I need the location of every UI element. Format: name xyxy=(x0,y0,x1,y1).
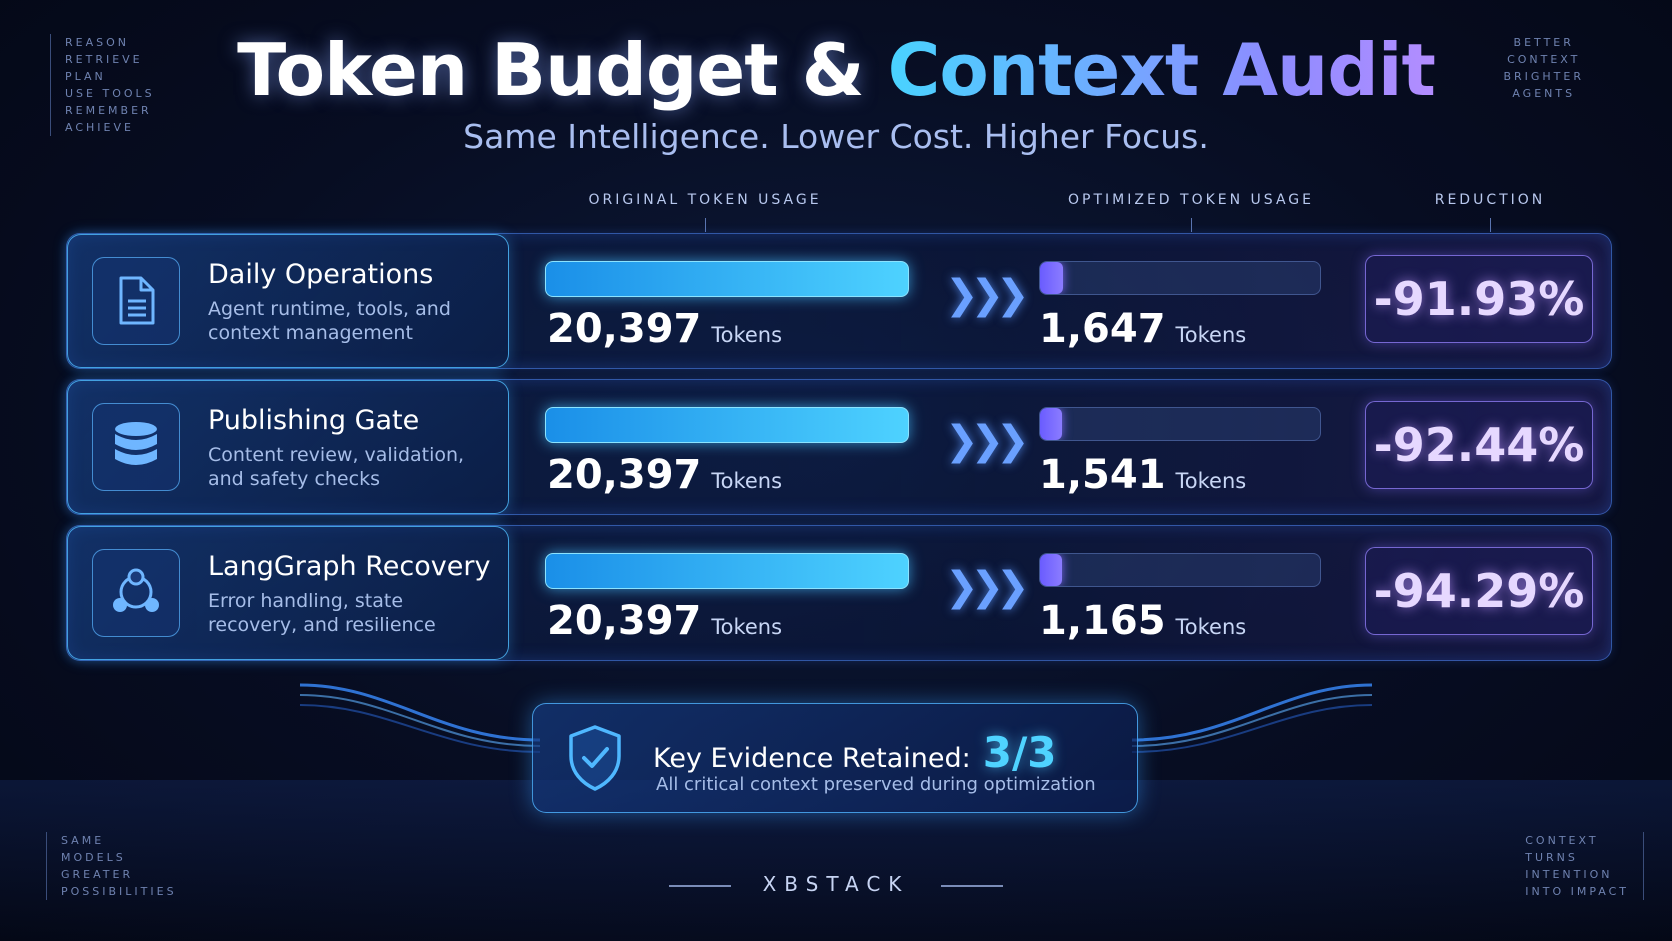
audit-row-langgraph-recovery: LangGraph Recovery Error handling, state… xyxy=(66,525,1612,661)
original-usage-bar xyxy=(545,553,909,589)
token-number: 1,647 xyxy=(1039,306,1166,352)
original-usage-bar xyxy=(545,261,909,297)
corner-word: BETTER xyxy=(1513,36,1574,49)
light-stream-right xyxy=(1132,683,1372,753)
evidence-title: Key Evidence Retained: 3/3 xyxy=(653,728,1057,777)
title-part-accent: Context Audit xyxy=(887,28,1436,112)
column-header-label: OPTIMIZED TOKEN USAGE xyxy=(1068,192,1314,208)
corner-word: TURNS xyxy=(1525,851,1578,864)
token-number: 20,397 xyxy=(547,598,702,644)
evidence-subtitle: All critical context preserved during op… xyxy=(656,774,1096,795)
row-description: Agent runtime, tools, and context manage… xyxy=(208,298,451,344)
original-token-count: 20,397 Tokens xyxy=(547,452,782,498)
optimized-usage-fill xyxy=(1040,554,1063,586)
audit-row-daily-operations: Daily Operations Agent runtime, tools, a… xyxy=(66,233,1612,369)
column-tick xyxy=(705,218,706,232)
token-unit: Tokens xyxy=(1175,469,1247,493)
page-subtitle: Same Intelligence. Lower Cost. Higher Fo… xyxy=(463,117,1209,156)
light-stream-left xyxy=(300,683,540,753)
column-header-label: REDUCTION xyxy=(1434,192,1546,208)
token-unit: Tokens xyxy=(711,615,783,639)
optimized-usage-bar xyxy=(1039,407,1321,441)
corner-word: MODELS xyxy=(61,851,126,864)
optimized-usage-fill xyxy=(1040,408,1063,440)
column-header-original: ORIGINAL TOKEN USAGE xyxy=(560,192,850,232)
corner-word: PLAN xyxy=(65,70,106,83)
optimized-usage-bar xyxy=(1039,261,1321,295)
corner-word: INTO IMPACT xyxy=(1525,885,1629,898)
corner-word: POSSIBILITIES xyxy=(61,885,177,898)
reduction-badge: -92.44% xyxy=(1365,401,1593,489)
evidence-card: Key Evidence Retained: 3/3 All critical c… xyxy=(532,703,1138,813)
corner-word: SAME xyxy=(61,834,105,847)
row-title: Publishing Gate xyxy=(208,405,420,436)
row-label-card: LangGraph Recovery Error handling, state… xyxy=(67,526,509,660)
corner-word: ACHIEVE xyxy=(65,121,134,134)
corner-text-top-right: BETTER CONTEXT BRIGHTER AGENTS xyxy=(1503,34,1584,102)
corner-text-top-left: REASON RETRIEVE PLAN USE TOOLS REMEMBER … xyxy=(50,34,155,136)
optimized-token-count: 1,647 Tokens xyxy=(1039,306,1246,352)
corner-word: BRIGHTER xyxy=(1503,70,1584,83)
corner-word: INTENTION xyxy=(1525,868,1613,881)
token-unit: Tokens xyxy=(711,323,783,347)
token-unit: Tokens xyxy=(1175,323,1247,347)
graph-icon xyxy=(92,549,180,637)
chevron-right-icon: ❯❯❯ xyxy=(945,272,1029,318)
corner-text-bottom-right: CONTEXT TURNS INTENTION INTO IMPACT xyxy=(1525,832,1644,900)
evidence-label: Key Evidence Retained: xyxy=(653,743,971,774)
row-title: Daily Operations xyxy=(208,259,434,290)
optimized-usage-fill xyxy=(1040,262,1063,294)
column-header-label: ORIGINAL TOKEN USAGE xyxy=(588,192,822,208)
brand-name: XBSTACK xyxy=(762,872,910,896)
corner-word: REASON xyxy=(65,36,129,49)
row-title: LangGraph Recovery xyxy=(208,551,491,582)
optimized-token-count: 1,165 Tokens xyxy=(1039,598,1246,644)
token-number: 1,165 xyxy=(1039,598,1166,644)
row-label-card: Daily Operations Agent runtime, tools, a… xyxy=(67,234,509,368)
original-token-count: 20,397 Tokens xyxy=(547,598,782,644)
divider xyxy=(941,884,1004,887)
token-number: 1,541 xyxy=(1039,452,1166,498)
row-label-card: Publishing Gate Content review, validati… xyxy=(67,380,509,514)
corner-word: REMEMBER xyxy=(65,104,152,117)
token-number: 20,397 xyxy=(547,452,702,498)
shield-check-icon xyxy=(567,724,623,796)
column-tick xyxy=(1191,218,1192,232)
audit-row-publishing-gate: Publishing Gate Content review, validati… xyxy=(66,379,1612,515)
document-icon xyxy=(92,257,180,345)
chevron-right-icon: ❯❯❯ xyxy=(945,564,1029,610)
title-part-main: Token Budget & xyxy=(237,28,888,112)
optimized-token-count: 1,541 Tokens xyxy=(1039,452,1246,498)
brand-footer: XBSTACK xyxy=(0,872,1672,896)
evidence-value: 3/3 xyxy=(982,728,1057,777)
corner-word: USE TOOLS xyxy=(65,87,155,100)
row-description: Error handling, state recovery, and resi… xyxy=(208,590,436,636)
corner-word: CONTEXT xyxy=(1507,53,1581,66)
corner-word: CONTEXT xyxy=(1525,834,1599,847)
corner-word: GREATER xyxy=(61,868,134,881)
original-usage-bar xyxy=(545,407,909,443)
reduction-badge: -91.93% xyxy=(1365,255,1593,343)
token-unit: Tokens xyxy=(711,469,783,493)
page-title: Token Budget & Context Audit xyxy=(0,28,1672,112)
corner-word: RETRIEVE xyxy=(65,53,143,66)
token-number: 20,397 xyxy=(547,306,702,352)
divider xyxy=(668,884,731,887)
column-header-optimized: OPTIMIZED TOKEN USAGE xyxy=(1042,192,1340,232)
original-token-count: 20,397 Tokens xyxy=(547,306,782,352)
token-unit: Tokens xyxy=(1175,615,1247,639)
corner-text-bottom-left: SAME MODELS GREATER POSSIBILITIES xyxy=(46,832,177,900)
optimized-usage-bar xyxy=(1039,553,1321,587)
corner-word: AGENTS xyxy=(1512,87,1576,100)
reduction-badge: -94.29% xyxy=(1365,547,1593,635)
database-icon xyxy=(92,403,180,491)
column-tick xyxy=(1490,218,1491,232)
row-description: Content review, validation, and safety c… xyxy=(208,444,465,490)
chevron-right-icon: ❯❯❯ xyxy=(945,418,1029,464)
column-header-reduction: REDUCTION xyxy=(1430,192,1550,232)
